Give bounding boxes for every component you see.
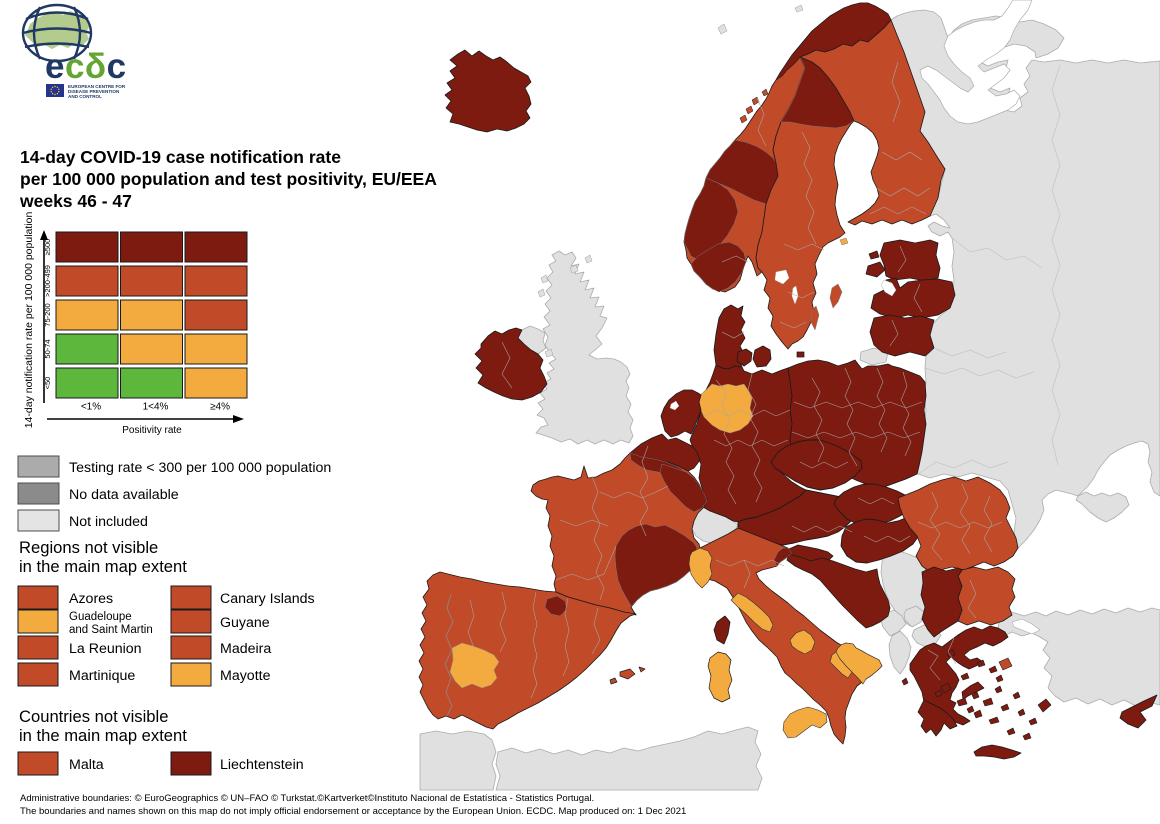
svg-text:Guyane: Guyane [220,615,270,631]
svg-text:Countries not visible: Countries not visible [19,707,168,726]
svg-text:Not included: Not included [69,514,148,530]
svg-text:≥500: ≥500 [43,239,52,256]
svg-text:ecδc: ecδc [45,47,127,86]
svg-text:Regions not visible: Regions not visible [19,538,158,557]
svg-text:La Reunion: La Reunion [69,641,142,657]
svg-text:Azores: Azores [69,591,113,607]
svg-text:AND CONTROL: AND CONTROL [68,94,102,99]
svg-text:>200-499: >200-499 [43,265,52,297]
svg-text:Testing rate < 300 per 100 000: Testing rate < 300 per 100 000 populatio… [69,460,331,476]
svg-text:<50: <50 [43,377,52,390]
svg-text:Mayotte: Mayotte [220,668,271,684]
svg-text:Liechtenstein: Liechtenstein [220,757,304,773]
svg-text:≥4%: ≥4% [210,402,230,413]
svg-text:in the main map extent: in the main map extent [19,557,187,576]
svg-text:Administrative boundaries: © E: Administrative boundaries: © EuroGeograp… [20,793,594,804]
svg-text:No data available: No data available [69,487,179,503]
svg-text:DISEASE PREVENTION: DISEASE PREVENTION [68,89,120,94]
svg-text:The boundaries and names shown: The boundaries and names shown on this m… [20,806,686,817]
svg-text:75-200: 75-200 [43,303,52,326]
svg-text:weeks 46 - 47: weeks 46 - 47 [19,191,132,211]
svg-text:Martinique: Martinique [69,668,135,684]
svg-text:Madeira: Madeira [220,641,271,657]
svg-text:Guadeloupe: Guadeloupe [69,611,132,623]
svg-text:Canary Islands: Canary Islands [220,591,315,607]
svg-text:in the main map extent: in the main map extent [19,726,187,745]
svg-text:1<4%: 1<4% [143,402,169,413]
svg-text:14-day COVID-19 case notificat: 14-day COVID-19 case notification rate [20,147,341,167]
svg-text:EUROPEAN CENTRE FOR: EUROPEAN CENTRE FOR [68,84,126,89]
svg-text:<1%: <1% [81,402,101,413]
svg-text:per 100 000 population and tes: per 100 000 population and test positivi… [20,169,437,189]
svg-text:Positivity rate: Positivity rate [122,425,182,436]
svg-text:and Saint Martin: and Saint Martin [69,624,153,636]
svg-text:50-74: 50-74 [43,339,52,358]
svg-text:14-day notification rate per 1: 14-day notification rate per 100 000 pop… [23,212,35,429]
svg-text:Malta: Malta [69,757,104,773]
